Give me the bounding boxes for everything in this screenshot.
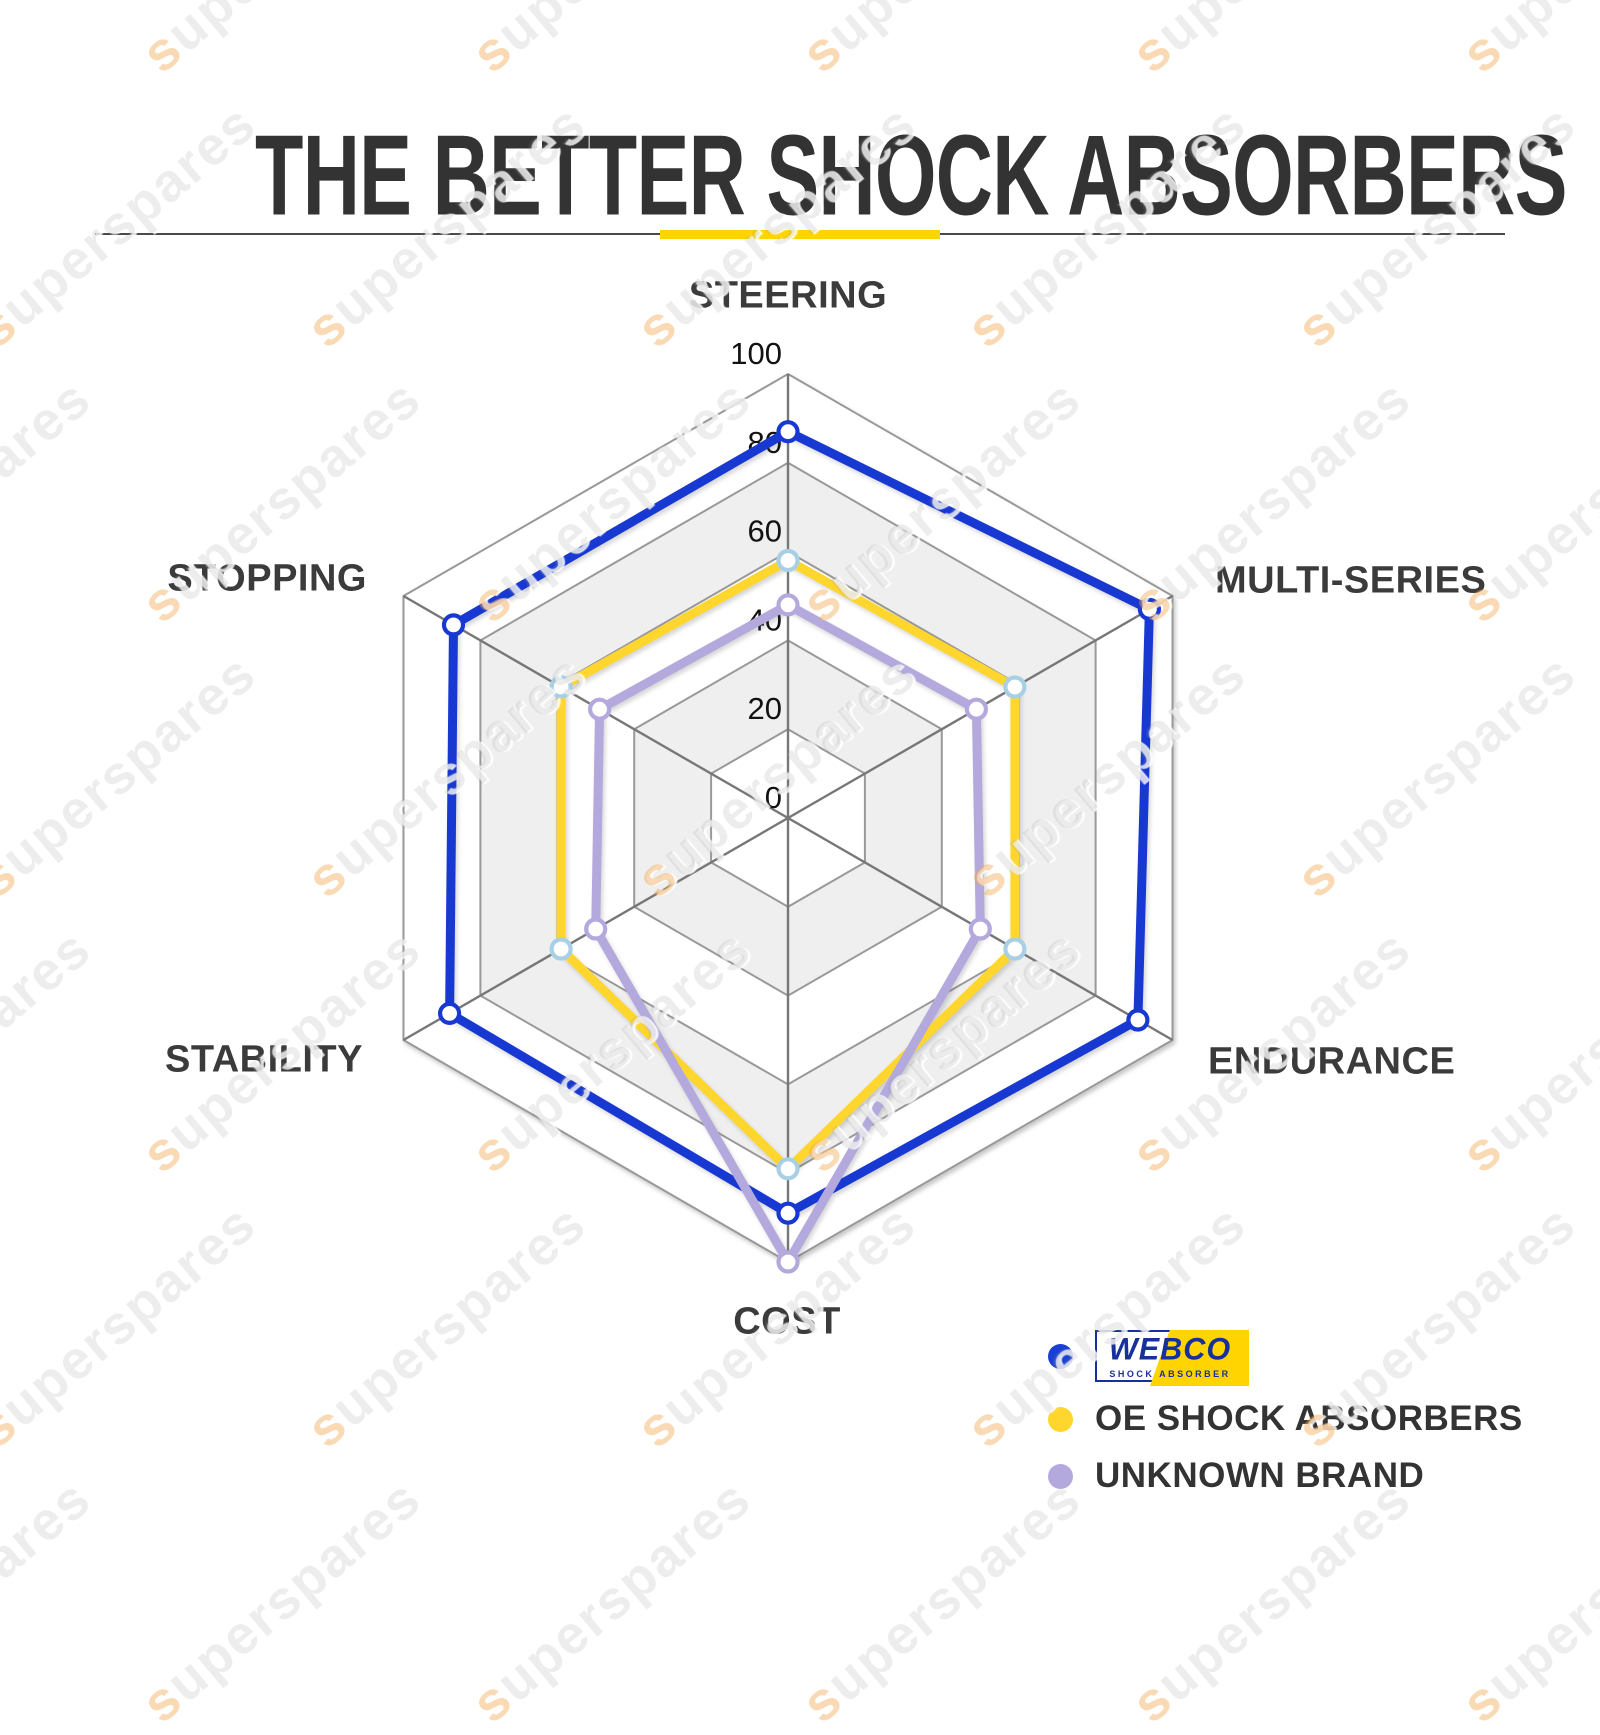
legend-dot-oe [1048,1406,1073,1432]
marker-multi-series [964,697,989,721]
marker-multi-series [1137,597,1162,621]
marker-steering [776,593,800,617]
webco-logo-text: WEBCO [1108,1332,1232,1367]
marker-stability [549,937,573,961]
axis-label-cost: COST [733,1300,841,1343]
tick-label-0: 0 [765,780,782,815]
tick-label-60: 60 [748,514,782,549]
marker-stability [438,1001,462,1026]
axis-label-steering: STEERING [688,274,888,317]
radar-grid [402,372,1174,1264]
marker-stability [584,917,608,941]
series-markers [438,420,1162,1274]
legend-item-unknown: UNKNOWN BRAND [1048,1456,1523,1496]
axis-label-multi-series: MULTI-SERIES [1215,559,1487,602]
marker-stopping [587,697,612,721]
webco-logo: WEBCO SHOCK ABSORBER [1095,1330,1249,1386]
marker-stopping [441,613,466,637]
marker-steering [776,548,800,573]
marker-stopping [549,675,573,699]
legend: WEBCO SHOCK ABSORBER OE SHOCK ABSORBERS … [1048,1330,1523,1513]
title-underline-accent [660,230,940,239]
marker-endurance [1003,937,1027,961]
legend-dot-webco [1048,1343,1073,1369]
legend-label-oe: OE SHOCK ABSORBERS [1095,1399,1523,1438]
axis-label-stability: STABILITY [164,1038,363,1081]
page-title-text: THE BETTER SHOCK ABSORBERS [255,111,1567,240]
marker-steering [776,420,800,444]
tick-label-100: 100 [730,336,782,371]
legend-dot-unknown [1048,1463,1073,1489]
marker-cost [776,1157,800,1181]
legend-item-oe: OE SHOCK ABSORBERS [1048,1399,1523,1439]
legend-item-webco: WEBCO SHOCK ABSORBER [1048,1330,1523,1386]
marker-multi-series [1003,675,1027,699]
marker-endurance [1126,1008,1150,1032]
marker-cost [776,1201,800,1225]
tick-label-20: 20 [748,691,782,726]
page-title: THE BETTER SHOCK ABSORBERS [0,111,1600,240]
legend-label-unknown: UNKNOWN BRAND [1095,1456,1425,1495]
title-divider [95,230,1505,239]
marker-cost [776,1250,800,1274]
webco-logo-accent-shape [1150,1330,1249,1386]
axis-label-endurance: ENDURANCE [1208,1040,1456,1083]
webco-logo-subtext: SHOCK ABSORBER [1109,1369,1231,1379]
marker-endurance [968,917,992,941]
axis-label-stopping: STOPPING [167,557,367,600]
